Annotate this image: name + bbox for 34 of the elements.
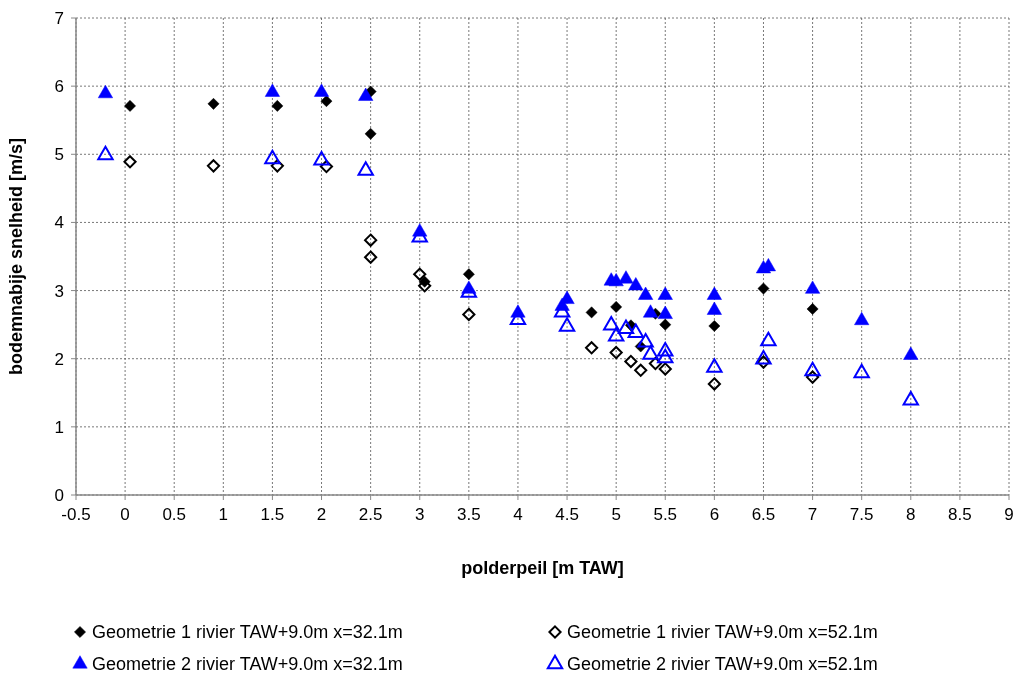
x-axis-title: polderpeil [m TAW] [461, 558, 624, 578]
x-tick-label: 6.5 [751, 505, 776, 524]
y-tick-label: 6 [54, 77, 64, 97]
x-tick-label: 7 [807, 505, 818, 524]
y-tick-label: 1 [54, 417, 64, 437]
x-tick-label: 7.5 [849, 505, 874, 524]
x-tick-label: 1.5 [260, 505, 285, 524]
x-tick-label: 4.5 [555, 505, 579, 524]
x-tick-label: 3.5 [457, 505, 481, 524]
y-tick-label: 0 [54, 485, 64, 505]
x-tick-label: 5 [611, 505, 621, 524]
x-tick-label: 2 [316, 505, 327, 524]
x-tick-label: 6 [709, 505, 720, 524]
y-tick-label: 2 [54, 349, 64, 369]
legend-label: Geometrie 2 rivier TAW+9.0m x=52.1m [567, 654, 878, 673]
x-tick-label: 8 [906, 505, 916, 524]
legend-label: Geometrie 1 rivier TAW+9.0m x=32.1m [92, 622, 403, 643]
y-tick-label: 3 [54, 281, 64, 301]
legend-label: Geometrie 1 rivier TAW+9.0m x=52.1m [567, 622, 878, 643]
x-tick-label: -0.5 [61, 505, 91, 524]
y-tick-label: 5 [54, 145, 64, 165]
y-tick-label: 4 [54, 213, 64, 233]
y-axis-title: bodemnabije snelheid [m/s] [6, 137, 26, 376]
x-tick-label: 8.5 [948, 505, 972, 524]
legend-label: Geometrie 2 rivier TAW+9.0m x=32.1m [92, 654, 403, 673]
x-tick-label: 9 [1004, 505, 1014, 524]
y-tick-label: 7 [54, 8, 64, 28]
x-tick-label: 0.5 [162, 505, 187, 524]
x-tick-label: 4 [513, 505, 523, 524]
x-tick-label: 3 [415, 505, 425, 524]
x-tick-label: 1 [218, 505, 229, 524]
x-tick-label: 5.5 [653, 505, 678, 524]
x-tick-label: 0 [120, 505, 130, 524]
x-tick-label: 2.5 [358, 505, 383, 524]
